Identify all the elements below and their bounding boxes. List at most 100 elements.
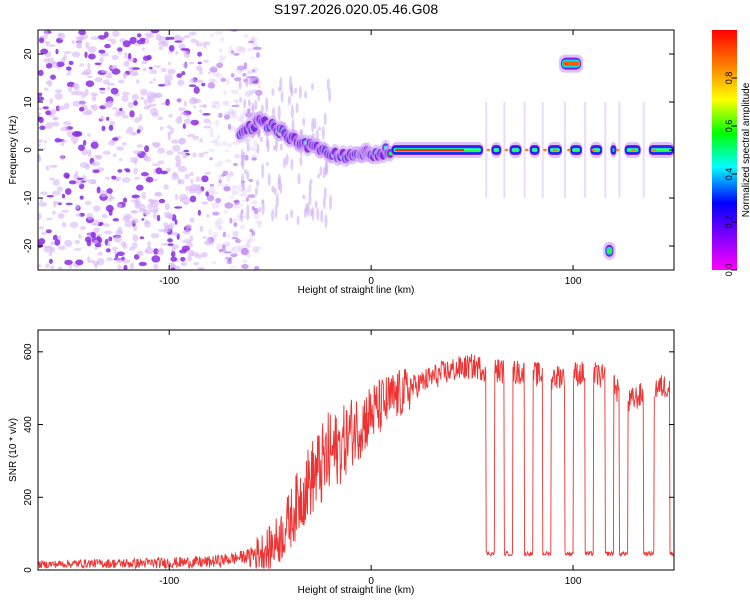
streak	[291, 104, 294, 118]
noise-blob	[167, 69, 175, 75]
sideband-core	[563, 62, 579, 66]
noise-blob	[215, 120, 219, 127]
noise-blob	[252, 247, 259, 253]
noise-blob	[49, 165, 58, 168]
noise-blob	[198, 210, 201, 216]
noise-blob	[197, 52, 202, 57]
noise-blob	[144, 106, 150, 110]
noise-blob	[145, 250, 149, 253]
noise-blob	[46, 165, 49, 170]
noise-blob	[36, 112, 41, 116]
streak	[239, 97, 242, 103]
noise-blob	[98, 50, 105, 54]
y-tick-label: 400	[23, 416, 34, 433]
noise-blob	[181, 262, 188, 267]
noise-blob	[44, 140, 47, 143]
gap-spike	[643, 102, 645, 198]
noise-blob	[207, 187, 216, 193]
noise-blob	[228, 50, 235, 55]
noise-blob	[45, 122, 53, 129]
noise-blob	[131, 218, 138, 223]
noise-blob	[87, 256, 90, 263]
noise-blob	[130, 200, 138, 203]
streak	[318, 127, 321, 131]
noise-blob	[112, 31, 119, 37]
noise-blob	[174, 206, 182, 208]
noise-blob	[182, 63, 188, 68]
noise-blob	[54, 201, 62, 204]
noise-blob	[237, 66, 242, 69]
noise-blob	[151, 255, 160, 262]
noise-blob	[137, 129, 141, 133]
streak	[278, 174, 281, 185]
noise-blob	[199, 153, 204, 158]
noise-blob	[136, 185, 144, 191]
noise-blob	[147, 241, 151, 248]
streak	[280, 144, 283, 151]
noise-blob	[184, 118, 191, 124]
noise-blob	[187, 114, 190, 118]
noise-blob	[253, 47, 262, 50]
noise-blob	[224, 256, 230, 260]
noise-blob	[77, 178, 84, 180]
streak	[242, 181, 245, 191]
noise-blob	[176, 160, 182, 166]
noise-blob	[55, 93, 63, 100]
noise-blob	[80, 226, 86, 230]
noise-blob	[55, 49, 58, 55]
noise-blob	[49, 178, 54, 181]
noise-blob	[38, 238, 45, 244]
noise-blob	[158, 117, 163, 121]
streak	[324, 112, 327, 125]
y-tick-label: -20	[23, 238, 34, 253]
noise-blob	[234, 206, 240, 209]
noise-blob	[239, 193, 247, 197]
noise-blob	[52, 122, 60, 127]
noise-blob	[45, 263, 49, 268]
streak	[290, 159, 293, 171]
streak	[304, 208, 307, 218]
streak	[297, 216, 300, 226]
noise-blob	[55, 89, 62, 93]
noise-blob	[155, 142, 161, 147]
noise-blob	[203, 126, 211, 129]
noise-blob	[70, 222, 78, 228]
noise-blob	[135, 204, 141, 207]
noise-blob	[106, 117, 109, 121]
streak	[329, 194, 332, 210]
noise-blob	[246, 253, 251, 258]
line-hot-core	[395, 149, 464, 151]
negative-sideband	[603, 242, 615, 260]
noise-blob	[110, 66, 116, 70]
noise-blob	[80, 162, 89, 168]
noise-blob	[165, 203, 170, 210]
streak	[322, 126, 325, 140]
noise-blob	[196, 176, 200, 182]
noise-blob	[221, 78, 227, 82]
streak	[311, 118, 314, 132]
gap-spike	[542, 102, 544, 198]
noise-blob	[108, 141, 116, 146]
noise-blob	[190, 196, 196, 203]
noise-blob	[113, 218, 119, 221]
streak	[257, 144, 260, 154]
noise-blob	[194, 99, 201, 103]
noise-blob	[223, 210, 227, 213]
noise-blob	[189, 78, 196, 83]
positive-sideband	[559, 55, 583, 73]
noise-blob	[46, 63, 52, 69]
noise-blob	[170, 127, 174, 134]
noise-blob	[53, 179, 60, 186]
streak	[249, 76, 252, 86]
noise-blob	[211, 65, 216, 69]
noise-blob	[176, 99, 182, 103]
noise-blob	[55, 239, 61, 246]
noise-blob	[239, 203, 242, 207]
noise-blob	[88, 54, 96, 60]
noise-blob	[164, 74, 173, 81]
noise-blob	[149, 210, 158, 213]
noise-blob	[117, 169, 122, 173]
line-green	[512, 149, 518, 151]
noise-blob	[171, 232, 178, 236]
noise-blob	[204, 241, 211, 246]
